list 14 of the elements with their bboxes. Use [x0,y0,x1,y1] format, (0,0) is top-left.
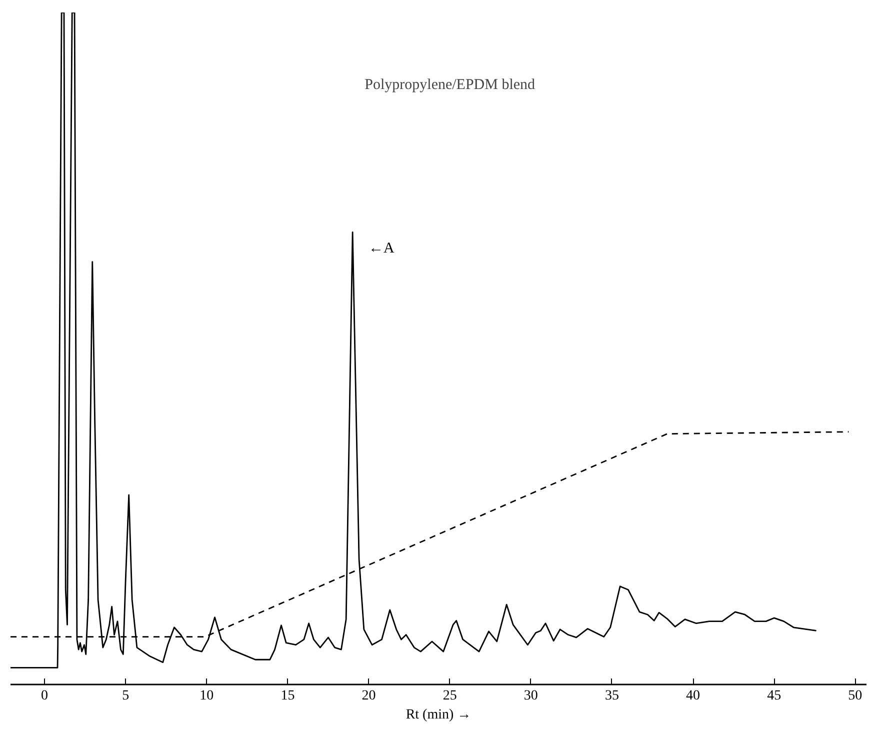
x-tick-label: 25 [442,688,457,704]
x-tick-label: 5 [122,688,130,704]
x-tick-label: 35 [604,688,619,704]
x-axis-title: Rt (min) → [406,708,472,722]
text: Polypropylene/EPDM blend [364,77,536,94]
x-tick-label: 30 [524,688,538,704]
x-tick-label: 45 [767,688,782,704]
x-tick-label: 15 [280,688,295,704]
x-tick-label: 0 [41,688,48,704]
x-tick-label: 50 [848,688,862,704]
x-tick-label: 10 [200,688,214,704]
annotation: ←A [368,240,394,256]
x-tick-label: 20 [362,688,376,704]
x-tick-label: 40 [686,688,700,704]
